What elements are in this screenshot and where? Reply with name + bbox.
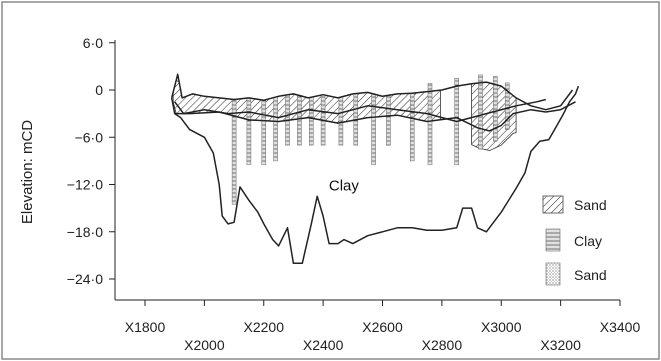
y-tick-label: −18·0 bbox=[67, 224, 103, 240]
borehole-column bbox=[504, 82, 510, 130]
section-lines bbox=[170, 73, 580, 265]
x-ticks: X1800 X2000 X2200 X2400 X2600 X2800 X3000 X3200… bbox=[125, 300, 641, 353]
borehole-column bbox=[386, 95, 391, 146]
legend: Sand Clay Sand bbox=[542, 195, 607, 286]
x-tick-label: X2400 bbox=[303, 337, 344, 353]
legend-label-clay: Clay bbox=[574, 233, 602, 249]
y-tick-label: 6·0 bbox=[83, 35, 103, 51]
x-tick-label: X3000 bbox=[481, 319, 522, 335]
y-tick-label: −24·0 bbox=[67, 271, 103, 287]
borehole-column bbox=[478, 74, 483, 150]
x-tick-label: X2000 bbox=[184, 337, 225, 353]
borehole-column bbox=[261, 99, 267, 166]
borehole-column bbox=[309, 96, 314, 146]
borehole-column bbox=[493, 76, 498, 142]
borehole-column bbox=[371, 93, 376, 166]
legend-label-sand-2: Sand bbox=[574, 267, 607, 283]
x-tick-label: X2800 bbox=[422, 337, 463, 353]
y-axis-label: Elevation: mCD bbox=[19, 120, 36, 224]
y-tick-label: −12·0 bbox=[67, 177, 103, 193]
x-tick-label: X3200 bbox=[540, 337, 581, 353]
x-tick-label: X2200 bbox=[244, 319, 285, 335]
borehole-column bbox=[338, 96, 344, 146]
section-line bbox=[170, 85, 580, 265]
x-tick-label: X1800 bbox=[125, 319, 166, 335]
y-ticks: 6·0 0 −6·0 −12·0 −18·0 −24·0 bbox=[67, 35, 115, 287]
legend-swatch-sand-hatch bbox=[542, 195, 564, 214]
y-tick-label: −6·0 bbox=[75, 129, 104, 145]
y-tick-label: 0 bbox=[95, 82, 103, 98]
borehole-column bbox=[246, 97, 252, 166]
clay-annotation: Clay bbox=[329, 178, 360, 195]
x-tick-label: X3400 bbox=[600, 319, 641, 335]
x-tick-label: X2600 bbox=[362, 319, 403, 335]
borehole-column bbox=[297, 95, 302, 146]
borehole-column bbox=[427, 83, 433, 166]
legend-swatch-sand-dots bbox=[545, 262, 561, 286]
section-line bbox=[170, 73, 574, 111]
section-line bbox=[174, 101, 576, 132]
borehole-column bbox=[409, 92, 415, 162]
legend-swatch-clay bbox=[545, 228, 561, 252]
borehole-column bbox=[273, 96, 278, 162]
legend-label-sand-1: Sand bbox=[574, 197, 607, 213]
